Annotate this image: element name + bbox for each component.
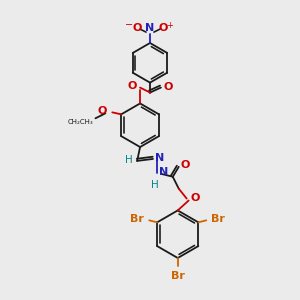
Text: N: N [155, 153, 164, 163]
Text: H: H [125, 155, 133, 165]
Text: O: O [190, 193, 200, 202]
Text: −: − [125, 20, 133, 30]
Text: +: + [167, 21, 173, 30]
Text: O: O [128, 81, 137, 91]
Text: Br: Br [171, 271, 185, 281]
Text: H: H [151, 180, 159, 190]
Text: CH₂CH₃: CH₂CH₃ [68, 119, 94, 125]
Text: Br: Br [211, 214, 225, 224]
Text: N: N [159, 167, 168, 177]
Text: N: N [146, 23, 154, 33]
Text: O: O [132, 23, 142, 33]
Text: O: O [98, 106, 107, 116]
Text: Br: Br [130, 214, 144, 224]
Text: O: O [164, 82, 173, 92]
Text: O: O [181, 160, 190, 170]
Text: O: O [158, 23, 168, 33]
